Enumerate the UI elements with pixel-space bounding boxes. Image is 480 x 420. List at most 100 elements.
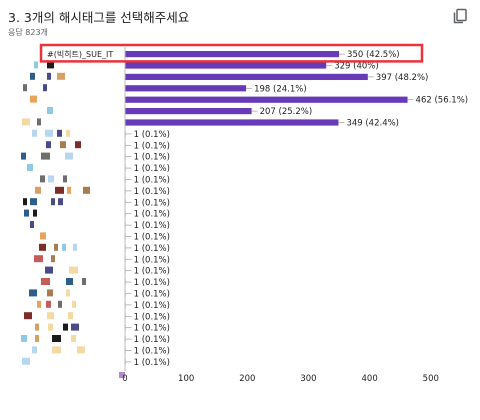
category-label-chip xyxy=(35,186,41,194)
value-label: 349 (42.4%) xyxy=(346,119,399,129)
value-label: 1 (0.1%) xyxy=(134,187,170,197)
value-label: 329 (40%) xyxy=(334,62,378,72)
category-label-chip xyxy=(47,289,53,297)
category-label-chip xyxy=(72,300,76,308)
category-label-chip xyxy=(40,232,46,240)
category-label-chip xyxy=(21,335,27,342)
bar xyxy=(125,51,340,58)
category-label-chip xyxy=(82,278,86,285)
category-label-chip xyxy=(67,186,71,194)
value-label: 350 (42.5%) xyxy=(347,50,400,60)
value-label: 1 (0.1%) xyxy=(134,335,170,345)
category-label-chip xyxy=(33,209,37,217)
category-label-chip xyxy=(46,141,51,149)
category-label-chip xyxy=(30,72,35,80)
category-label-chip xyxy=(35,335,39,342)
category-label-chip xyxy=(75,141,81,149)
category-label-chip xyxy=(63,323,68,331)
copy-icon[interactable] xyxy=(452,8,468,24)
category-label-chip xyxy=(34,255,43,263)
category-label-chip xyxy=(30,198,37,206)
category-label-chip xyxy=(73,243,77,251)
value-label: 1 (0.1%) xyxy=(134,255,170,265)
category-label-chip xyxy=(23,84,27,92)
category-label-chip xyxy=(41,278,50,285)
category-label-chip xyxy=(51,198,55,206)
axis-marker xyxy=(119,372,125,378)
category-label-chip xyxy=(30,221,34,228)
category-label-chip xyxy=(35,323,39,331)
category-label-chip xyxy=(57,129,62,137)
value-label: 207 (25.2%) xyxy=(260,107,313,117)
x-tick-label: 400 xyxy=(362,374,378,384)
bar xyxy=(125,96,408,103)
category-label: #(빅히트)_SUE_IT xyxy=(47,49,113,59)
category-label-chip xyxy=(37,118,41,126)
category-label-chip xyxy=(48,323,53,331)
x-tick-label: 100 xyxy=(178,374,194,384)
category-label-chip xyxy=(58,300,62,308)
value-label: 1 (0.1%) xyxy=(134,164,170,174)
category-label-chip xyxy=(77,346,85,354)
bar xyxy=(125,73,368,80)
value-label: 1 (0.1%) xyxy=(134,301,170,311)
category-label-chip xyxy=(21,152,26,160)
category-label-area: #(빅히트)_SUE_IT xyxy=(21,49,113,365)
value-label: 1 (0.1%) xyxy=(134,233,170,243)
category-label-chip xyxy=(32,129,37,137)
value-label: 1 (0.1%) xyxy=(134,176,170,186)
value-label: 1 (0.1%) xyxy=(134,244,170,254)
value-label: 198 (24.1%) xyxy=(254,84,307,94)
value-label: 1 (0.1%) xyxy=(134,267,170,277)
value-label: 1 (0.1%) xyxy=(134,324,170,334)
category-label-chip xyxy=(47,61,54,69)
category-label-chip xyxy=(71,323,79,331)
bar xyxy=(125,62,327,69)
bar xyxy=(125,85,247,92)
category-label-chip xyxy=(22,357,30,365)
value-label: 1 (0.1%) xyxy=(134,221,170,231)
category-label-chip xyxy=(27,164,33,171)
category-label-chip xyxy=(47,107,53,114)
category-label-chip xyxy=(63,175,67,183)
category-label-chip xyxy=(60,141,66,149)
category-label-chip xyxy=(22,118,30,126)
category-label-chip xyxy=(48,175,54,183)
value-label: 1 (0.1%) xyxy=(134,358,170,368)
category-label-chip xyxy=(58,198,63,206)
category-label-chip xyxy=(45,266,53,274)
value-label: 1 (0.1%) xyxy=(134,141,170,151)
category-label-chip xyxy=(62,243,66,251)
highlight-box xyxy=(39,43,424,63)
category-label-chip xyxy=(71,335,76,342)
category-label-chip xyxy=(69,266,78,274)
value-label: 1 (0.1%) xyxy=(134,210,170,220)
category-label-chip xyxy=(23,198,27,206)
category-label-chip xyxy=(29,289,37,297)
value-label: 1 (0.1%) xyxy=(134,347,170,357)
x-tick-label: 500 xyxy=(423,374,439,384)
category-label-chip xyxy=(52,335,61,342)
category-label-chip xyxy=(66,278,73,285)
category-label-chip xyxy=(39,243,46,251)
bar xyxy=(125,108,252,115)
category-label-chip xyxy=(24,312,32,320)
category-label-chip xyxy=(52,346,61,354)
category-label-chip xyxy=(51,255,55,263)
category-label-chip xyxy=(37,300,41,308)
category-label-chip xyxy=(32,346,37,354)
value-label: 1 (0.1%) xyxy=(134,130,170,140)
category-label-chip xyxy=(46,300,51,308)
category-label-chip xyxy=(47,72,51,80)
category-label-chip xyxy=(30,95,37,103)
value-label: 1 (0.1%) xyxy=(134,278,170,288)
category-label-chip xyxy=(34,61,38,69)
response-count: 응답 823개 xyxy=(8,28,48,37)
category-label-chip xyxy=(54,243,58,251)
value-label: 1 (0.1%) xyxy=(134,153,170,163)
category-label-chip xyxy=(47,312,54,320)
value-label: 397 (48.2%) xyxy=(376,73,429,83)
bar xyxy=(125,119,339,126)
value-label: 1 (0.1%) xyxy=(134,198,170,208)
